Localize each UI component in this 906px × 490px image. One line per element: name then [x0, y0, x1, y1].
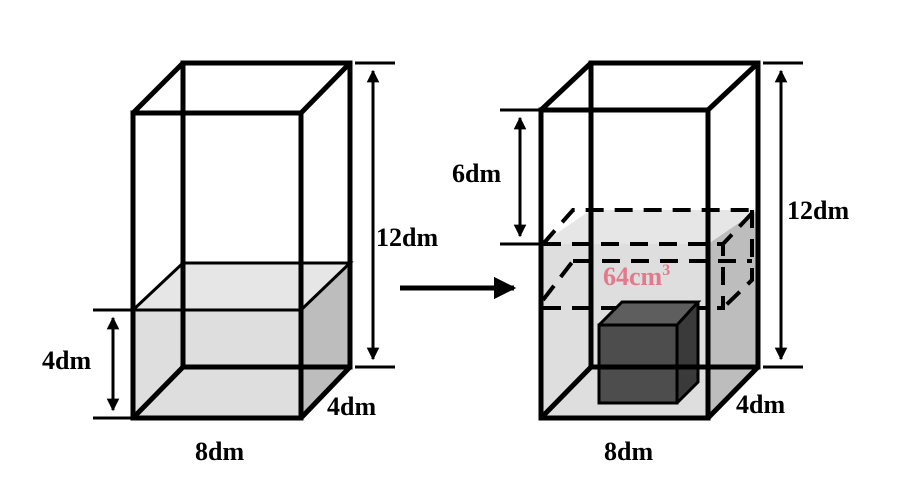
block-volume-label: 64cm3	[603, 262, 670, 291]
left-tank: 12dm 4dm 8dm 4dm	[42, 60, 438, 466]
left-water-height-label: 4dm	[42, 346, 91, 375]
dashed-left-slant	[541, 259, 575, 302]
left-water	[129, 261, 354, 418]
right-water-top	[541, 210, 758, 244]
left-water-ticks	[93, 308, 136, 420]
right-depth-label: 4dm	[736, 390, 785, 419]
left-width-label: 8dm	[195, 437, 244, 466]
right-height-label: 12dm	[787, 196, 849, 225]
right-rise-ticks	[500, 108, 544, 246]
left-depth-label: 4dm	[327, 392, 376, 421]
left-height-ticks	[355, 61, 395, 369]
block-top	[599, 302, 698, 325]
block-volume-exponent: 3	[662, 262, 670, 279]
right-rise-label: 6dm	[452, 159, 501, 188]
submerged-block	[597, 300, 702, 405]
right-box-edges	[539, 61, 760, 420]
left-box-edges	[131, 61, 352, 420]
block-front	[599, 325, 677, 403]
block-side	[677, 302, 698, 403]
block-outline	[597, 300, 702, 405]
block-volume-value: 64cm	[603, 262, 663, 291]
right-width-label: 8dm	[604, 437, 653, 466]
left-water-front	[133, 310, 301, 418]
right-height-ticks	[763, 61, 803, 369]
dashed-back	[573, 210, 754, 310]
left-water-top	[133, 263, 350, 310]
right-tank: 12dm 6dm 64cm3 8dm 4dm	[452, 60, 849, 466]
left-height-label: 12dm	[376, 223, 438, 252]
